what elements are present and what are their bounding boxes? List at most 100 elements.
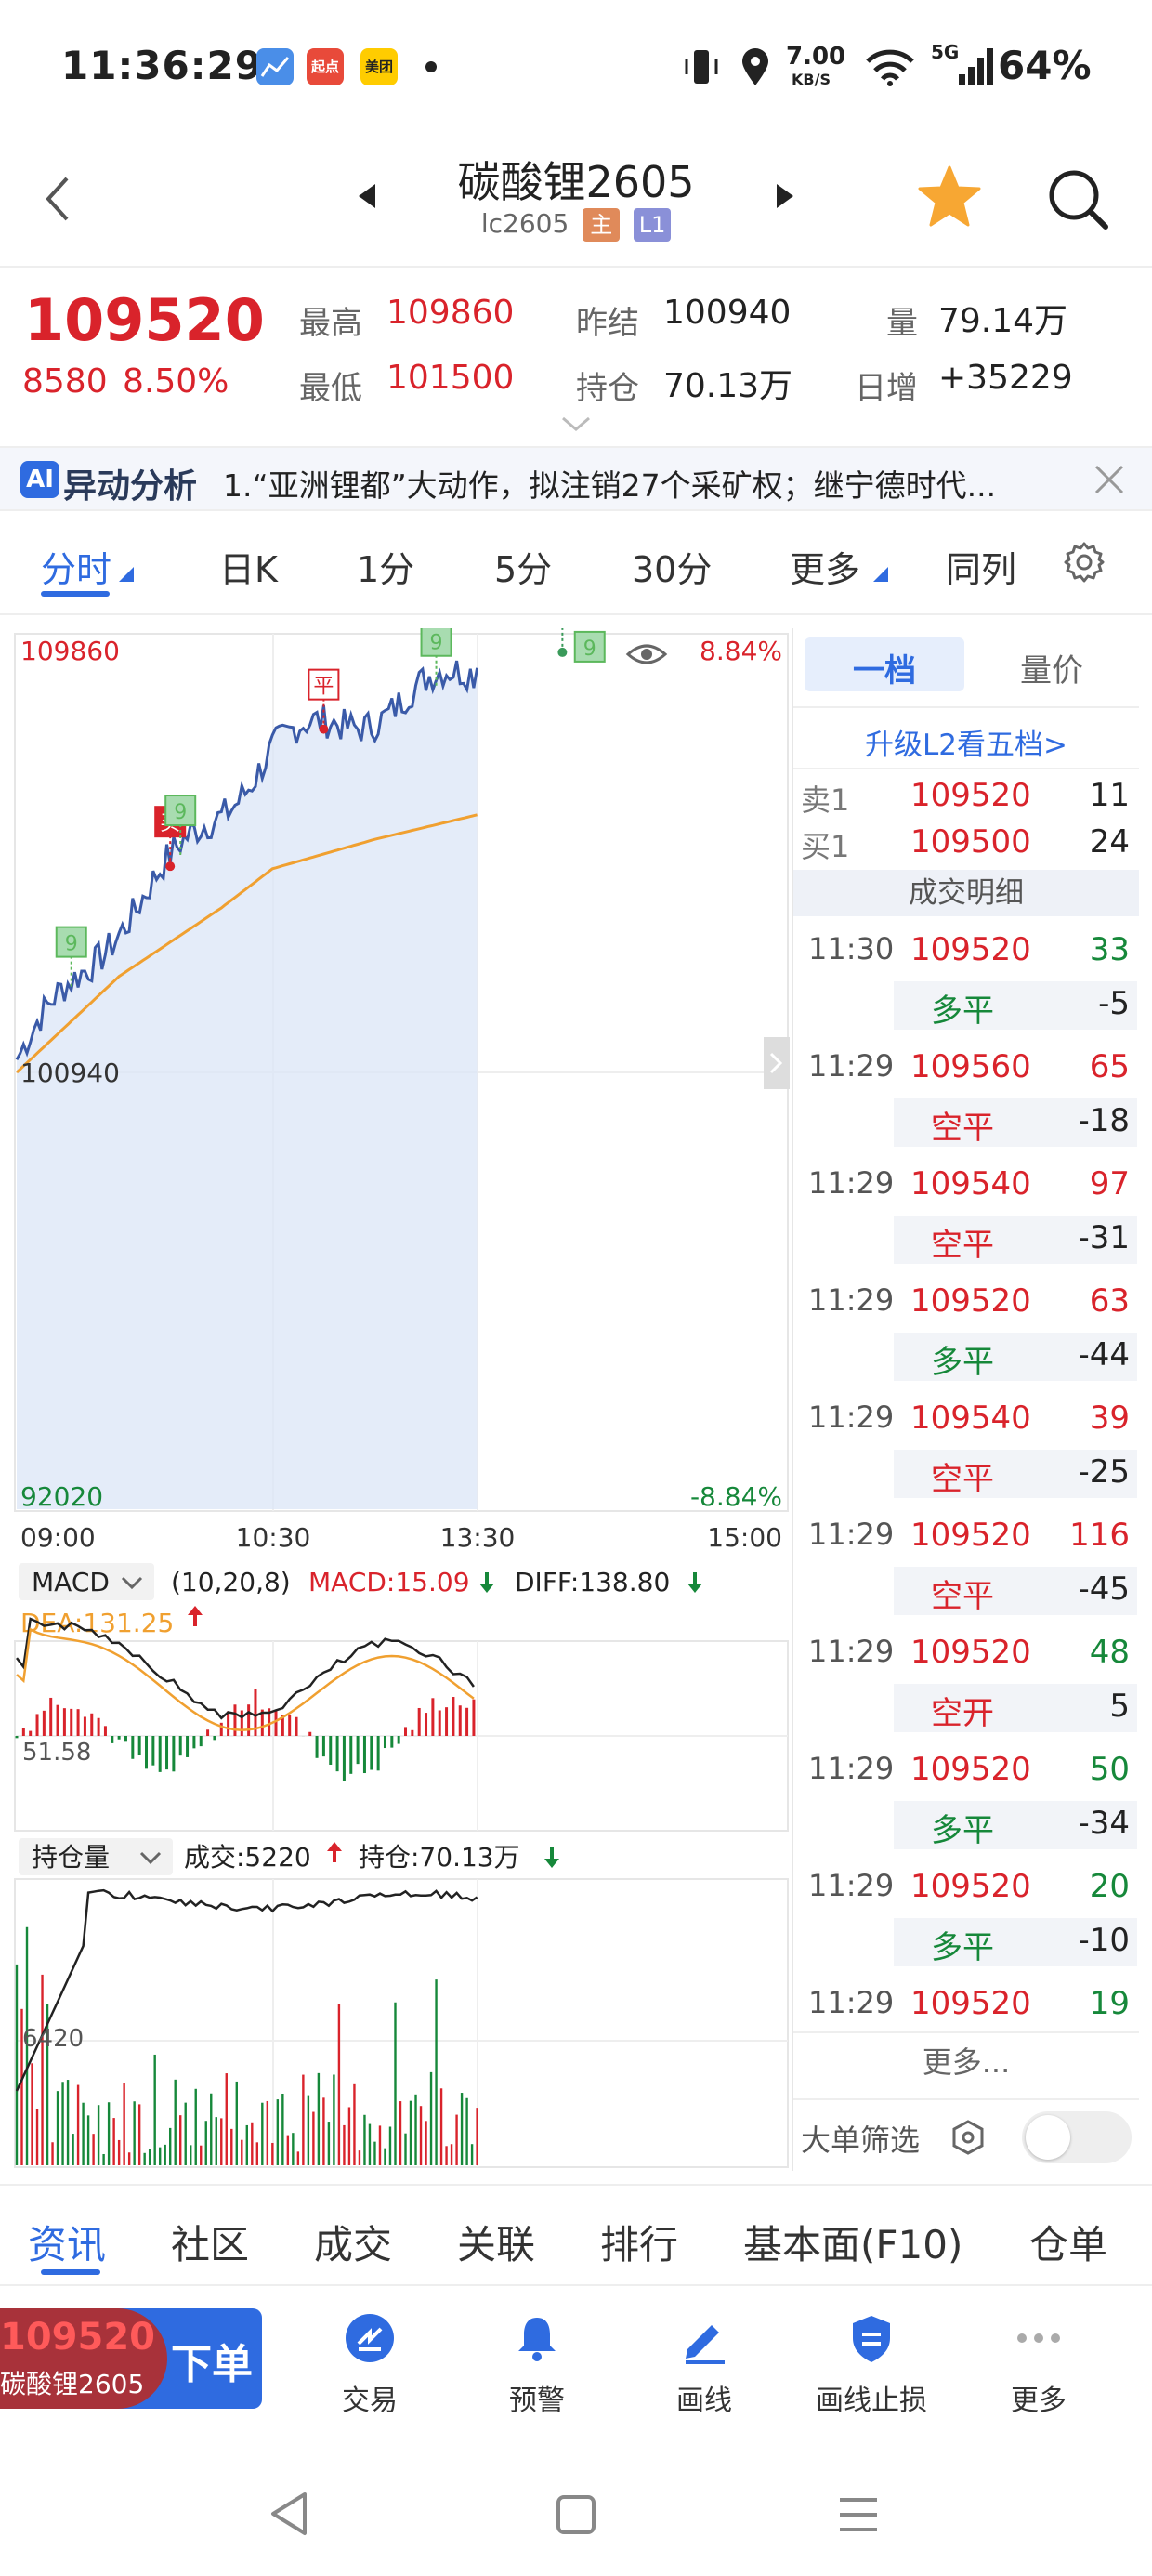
trade-marker: 9 — [55, 926, 87, 987]
volume-bar — [307, 2095, 310, 2165]
draw-line-button[interactable]: 画线 — [630, 2288, 779, 2427]
trade-marker: 平 — [308, 668, 340, 734]
ai-analysis-banner[interactable]: AI 异动分析 1.“亚洲锂都”大动作，拟注销27个采矿权；继宁德时代... — [0, 446, 1152, 511]
volume-bar — [35, 2109, 39, 2165]
volume-bar — [184, 2102, 187, 2165]
trade-type-bg — [894, 1333, 1137, 1381]
tab-30min[interactable]: 30分 — [632, 549, 713, 590]
panel-toggle-handle[interactable] — [764, 1037, 790, 1089]
volume-bar — [245, 2124, 248, 2165]
trade-type: 空平 — [931, 1578, 994, 1615]
order-book-panel: 一档 量价 升级L2看五档> 卖1 109520 11 买1 109500 24… — [792, 628, 1139, 2171]
tab-related[interactable]: 关联 — [457, 2222, 536, 2267]
volume-bar — [56, 2091, 59, 2165]
nav-back-icon[interactable] — [268, 2491, 308, 2541]
trade-oi-change: -34 — [1078, 1805, 1130, 1842]
more-button[interactable]: 更多 — [964, 2288, 1113, 2427]
tab-daily-k[interactable]: 日K — [219, 549, 278, 590]
trade-row: 11:29 109540 97 空平 -31 — [793, 1165, 1139, 1281]
alert-button[interactable]: 预警 — [463, 2288, 611, 2427]
macd-bar — [227, 1711, 230, 1736]
daily-increase-value: +35229 — [938, 359, 1073, 397]
back-icon[interactable] — [41, 173, 74, 229]
search-icon[interactable] — [1046, 167, 1111, 236]
oi-selector[interactable] — [19, 1838, 173, 1875]
intraday-chart-panel[interactable]: 9买9平9平9 109860 100940 92020 8.84% -8.84%… — [13, 591, 790, 2171]
trade-qty: 48 — [1089, 1634, 1130, 1671]
macd-bar — [206, 1729, 210, 1736]
volume-bar — [394, 2002, 397, 2165]
instrument-code: lc2605 主 L1 — [0, 208, 1152, 242]
tab-same-series[interactable]: 同列 — [946, 549, 1017, 590]
more-label: 更多 — [1011, 2385, 1067, 2417]
tab-fundamentals[interactable]: 基本面(F10) — [743, 2222, 963, 2267]
upgrade-l2-link[interactable]: 升级L2看五档> — [865, 729, 1067, 762]
volume-bar — [368, 2123, 372, 2165]
settings-gear-icon[interactable] — [1063, 541, 1106, 587]
macd-selector[interactable] — [19, 1563, 154, 1600]
filter-hexagon-icon — [949, 2119, 987, 2160]
tab-trades[interactable]: 成交 — [314, 2222, 393, 2267]
tab-news[interactable]: 资讯 — [28, 2222, 107, 2267]
location-icon — [739, 46, 772, 91]
status-bar: 11:36:29 起点 美团 7.00 KB/S 5G 64% — [0, 0, 1152, 130]
trade-time: 11:29 — [808, 1400, 895, 1435]
next-instrument-icon[interactable] — [773, 182, 795, 214]
macd-bar — [29, 1730, 33, 1736]
floating-price-badge[interactable]: 109520 碳酸锂2605 — [0, 2308, 167, 2409]
macd-bar — [90, 1713, 94, 1736]
favorite-star-icon[interactable] — [916, 164, 983, 234]
volume-bar — [404, 2133, 407, 2165]
macd-bar — [233, 1704, 237, 1736]
close-icon[interactable] — [1091, 461, 1128, 502]
tab-warehouse-receipts[interactable]: 仓单 — [1029, 2222, 1108, 2267]
volume-bar — [31, 2063, 33, 2165]
volume-bar — [347, 2107, 351, 2165]
page-title: 碳酸锂2605 — [457, 157, 695, 207]
expand-chevron-icon[interactable] — [559, 414, 593, 437]
intraday-chart[interactable]: 9买9平9平9 109860 100940 92020 8.84% -8.84%… — [13, 591, 790, 2171]
prev-settle-label: 昨结 — [576, 305, 639, 342]
draw-stop-button[interactable]: 画线止损 — [797, 2288, 946, 2427]
prev-instrument-icon[interactable] — [357, 182, 379, 214]
tab-volume-price[interactable]: 量价 — [1020, 652, 1083, 690]
trade-type-bg — [894, 1567, 1137, 1615]
trade-marker-label: 9 — [174, 801, 187, 824]
nav-home-icon[interactable] — [556, 2494, 596, 2539]
ask-price: 109520 — [910, 777, 1031, 814]
volume-bar — [414, 2094, 417, 2165]
volume-bar — [378, 2125, 382, 2165]
trade-oi-change: 5 — [1109, 1688, 1130, 1725]
panel-toggle-chevron-icon — [769, 1052, 783, 1074]
tab-community[interactable]: 社区 — [171, 2222, 250, 2267]
time-label-1330: 13:30 — [440, 1522, 516, 1553]
tab-1min[interactable]: 1分 — [357, 549, 415, 590]
volume-bar — [133, 2101, 136, 2165]
trade-type: 多平 — [931, 992, 994, 1030]
diff-value: DIFF:138.80 — [515, 1567, 670, 1597]
trade-type: 多平 — [931, 1344, 994, 1381]
macd-selector-chevron-icon — [121, 1576, 143, 1590]
more-trades-link[interactable]: 更多... — [922, 2044, 1011, 2080]
eye-icon[interactable] — [625, 644, 668, 664]
tab-5min[interactable]: 5分 — [494, 549, 553, 590]
volume-bar — [46, 2004, 49, 2165]
volume-bar — [435, 1979, 438, 2165]
code-text: lc2605 — [480, 208, 569, 239]
volume-bar — [66, 2080, 70, 2165]
trade-button[interactable]: 交易 — [295, 2288, 444, 2427]
tab-ranking[interactable]: 排行 — [600, 2222, 679, 2267]
big-order-toggle[interactable] — [1022, 2111, 1132, 2163]
qidian-app-icon: 起点 — [307, 48, 344, 85]
tab-intraday[interactable]: 分时 — [41, 549, 112, 590]
volume-up-arrow-icon — [327, 1842, 342, 1862]
info-tab-underline — [41, 2269, 100, 2275]
nav-menu-icon[interactable] — [838, 2494, 879, 2539]
tab-more[interactable]: 更多 — [790, 549, 861, 590]
volume-bar — [388, 2126, 392, 2165]
bottom-toolbar: 下单 109520 碳酸锂2605 交易 预警 画线 画线止损 更多 — [0, 2288, 1152, 2427]
volume-bar — [465, 2097, 468, 2165]
tab-level1[interactable]: 一档 — [853, 652, 916, 690]
bid-price: 109500 — [910, 823, 1031, 861]
macd-bar — [260, 1709, 264, 1736]
